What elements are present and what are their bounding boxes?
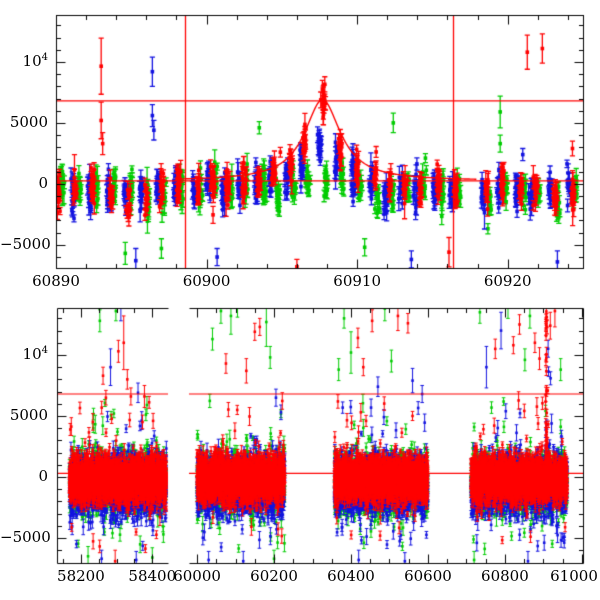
light-curve-figure: 60890 60900 60910 60920 104 5000 0 −5000 58200 58… xyxy=(0,0,600,600)
plot-canvas xyxy=(0,0,600,600)
